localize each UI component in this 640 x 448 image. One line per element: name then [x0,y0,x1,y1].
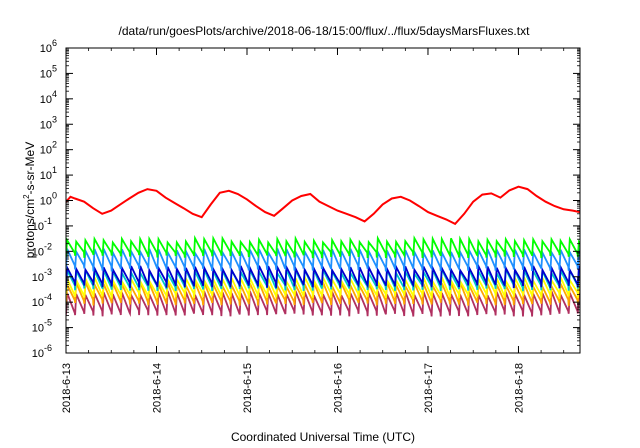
y-axis-label-post: -s-sr-MeV [23,142,37,195]
y-tick-label: 101 [40,165,57,182]
y-tick-label: 10-5 [32,318,52,335]
y-axis: 106 105 104 103 102 101 100 10-1 10-2 10-3 10-4 10-… [32,38,580,360]
y-axis-label: protons/cm2-s-sr-MeV [22,142,37,258]
x-tick-label: 2018-6-17 [423,363,435,413]
y-tick-label: 105 [40,63,57,80]
x-tick-label: 2018-6-16 [332,363,344,413]
y-tick-label: 100 [40,191,57,208]
series-line [66,246,580,272]
x-tick-label: 2018-6-15 [242,363,254,413]
y-tick-label: 103 [40,114,57,131]
series-line-red [66,185,580,226]
y-tick-label: 10-1 [32,216,52,233]
y-tick-label: 10-6 [32,343,52,360]
y-axis-label-sup: 2 [22,194,31,199]
x-tick-label: 2018-6-13 [61,363,73,413]
y-tick-label: 102 [40,140,57,157]
y-tick-label: 10-4 [32,292,52,309]
y-tick-label: 10-3 [32,267,52,284]
x-axis: 2018-6-13 2018-6-14 2018-6-15 2018-6-16 2018… [61,48,565,413]
x-tick-label: 2018-6-14 [151,363,163,413]
y-tick-label: 104 [40,89,57,106]
y-tick-label: 10-2 [32,241,52,258]
x-tick-label: 2018-6-18 [513,363,525,413]
series-layer [66,185,580,318]
y-tick-label: 106 [40,38,57,55]
series-line [66,262,580,289]
x-axis-label: Coordinated Universal Time (UTC) [231,430,415,444]
chart-title: /data/run/goesPlots/archive/2018-06-18/1… [119,24,531,38]
series-line [66,234,580,259]
y-axis-label-pre: protons/cm [23,199,37,258]
